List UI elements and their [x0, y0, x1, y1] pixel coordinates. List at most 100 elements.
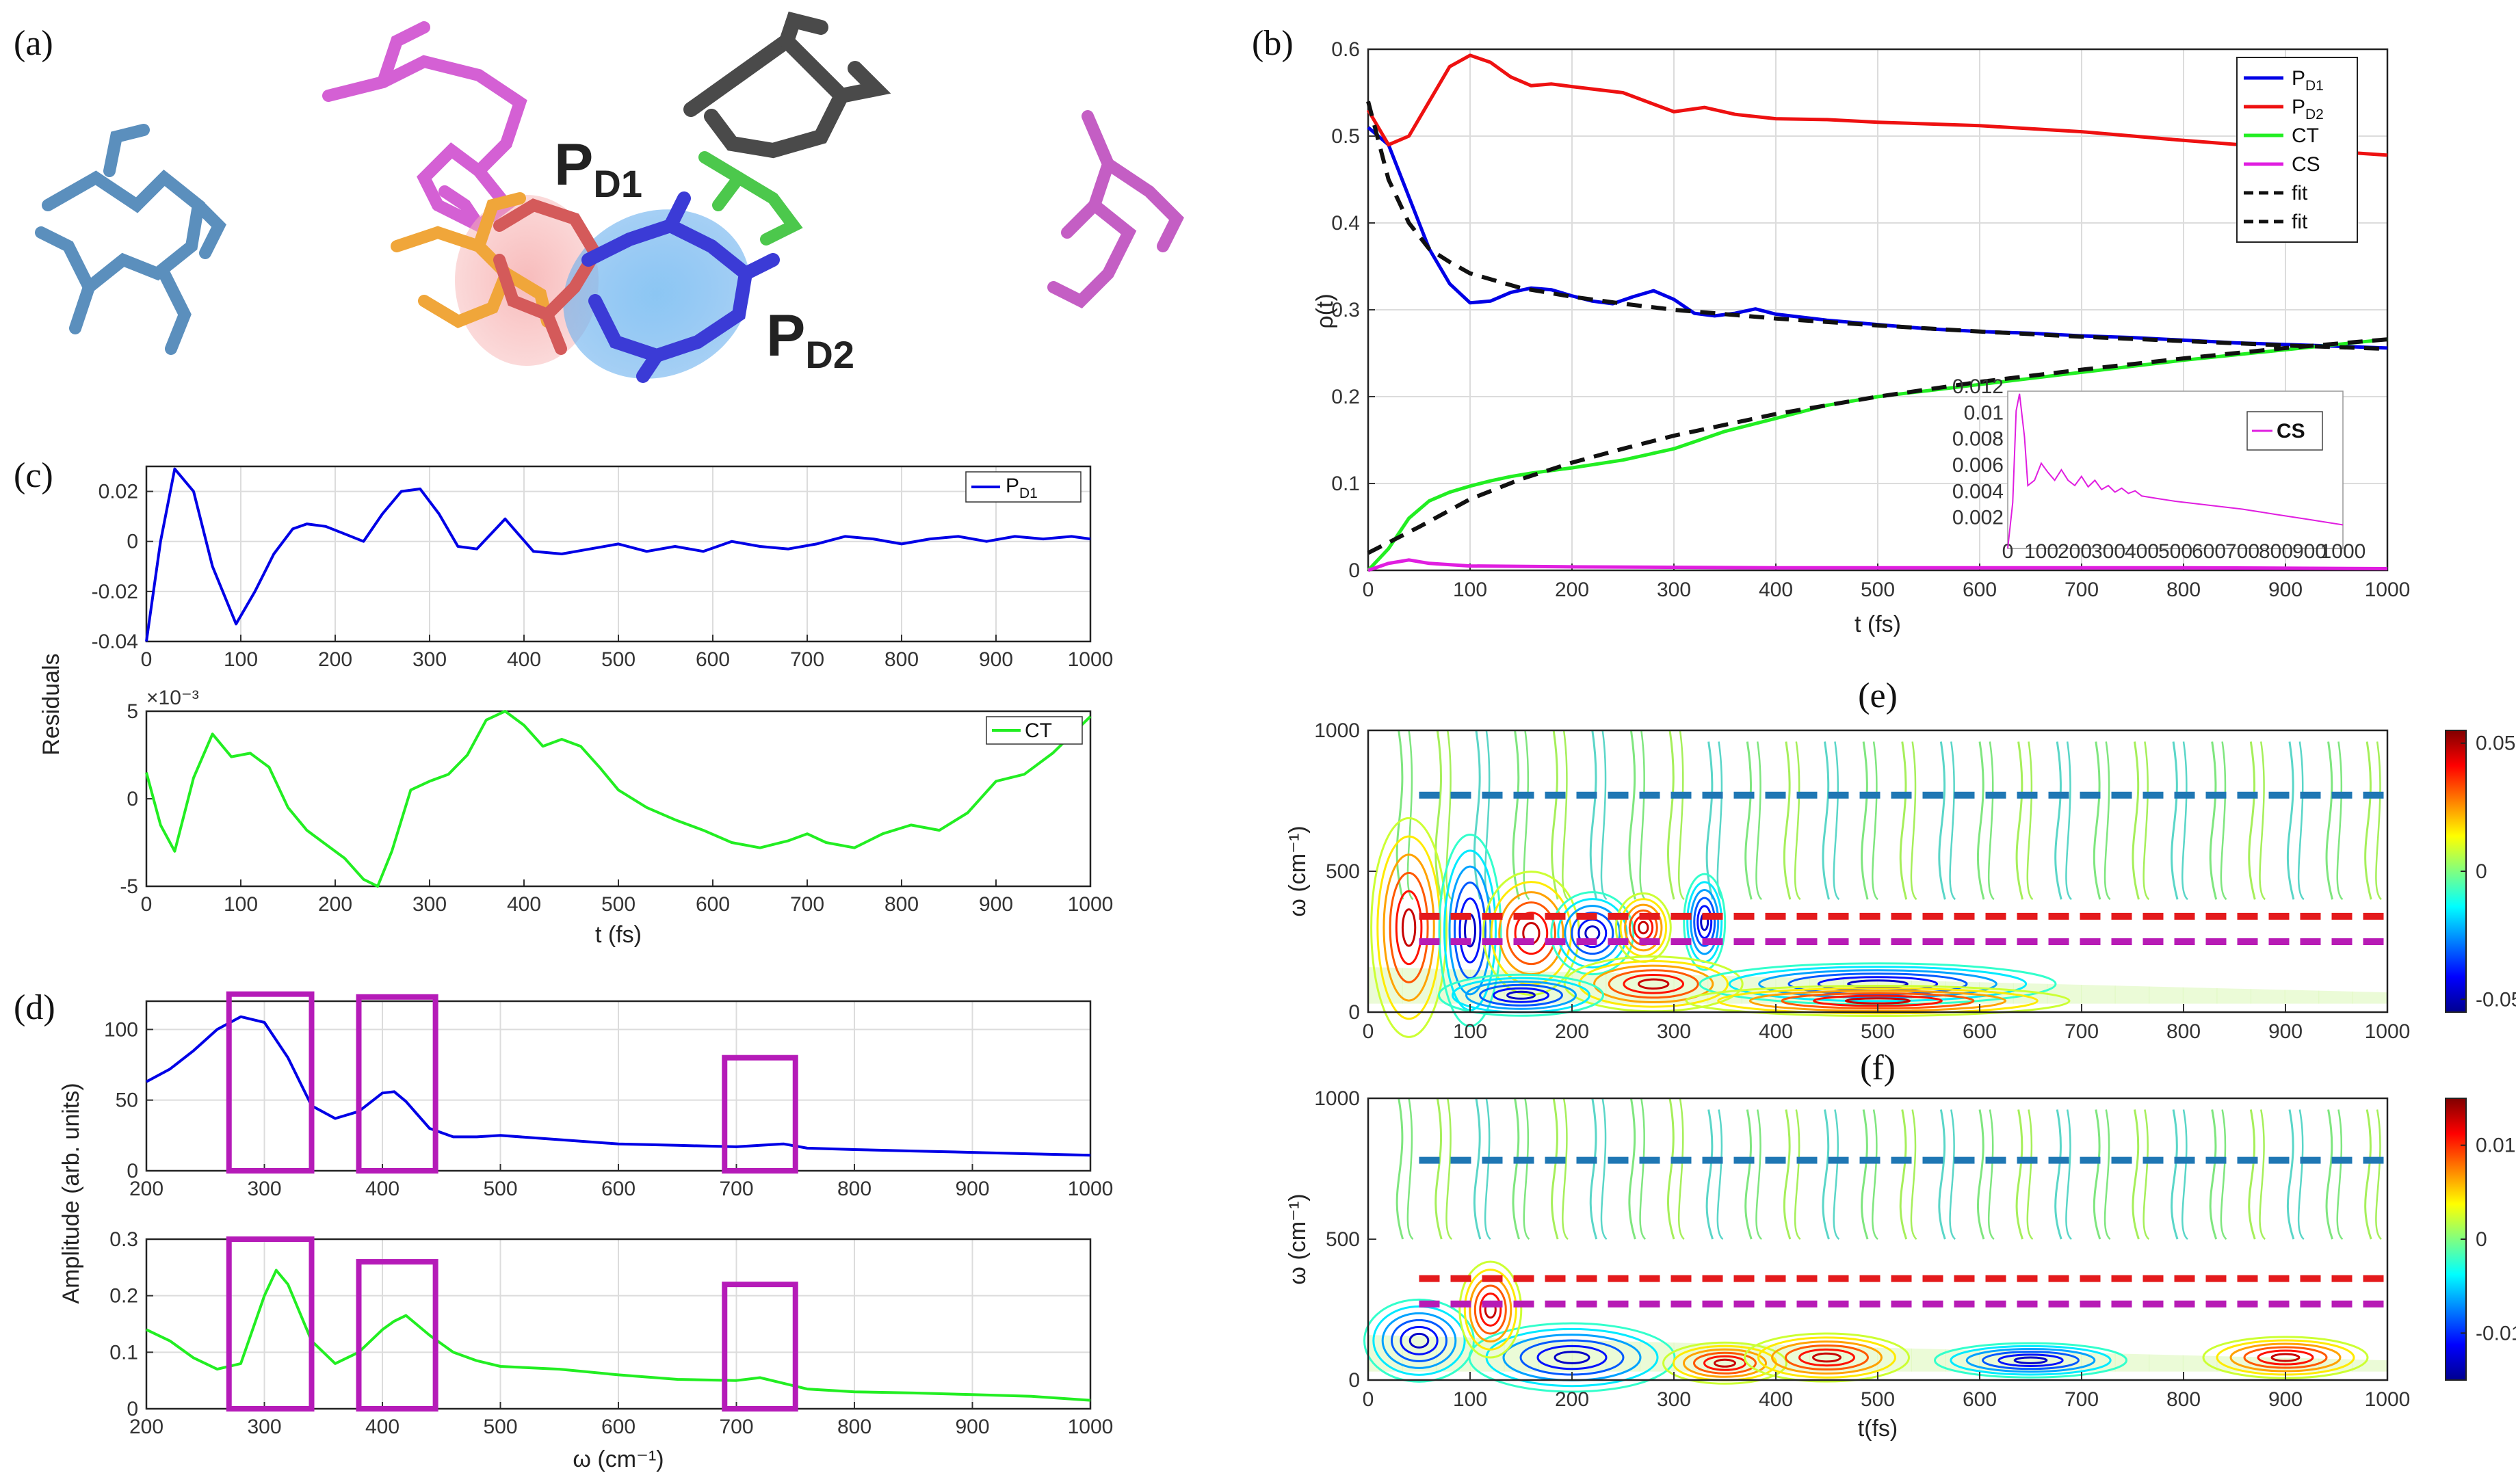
inset-y-tick: 0.012 [1952, 375, 2004, 398]
contour-line [1667, 1098, 1675, 1240]
contour-line [1987, 1109, 1995, 1240]
x-axis-label: t (fs) [595, 922, 642, 948]
contour-line [1744, 1109, 1753, 1240]
colorbar-tick-label: 0 [2476, 1228, 2487, 1251]
molecule-magenta-right [1047, 110, 1184, 308]
plot-frame [1367, 729, 2389, 1013]
contour-ring [2243, 1346, 2328, 1369]
contour-ring [1693, 897, 1716, 947]
panel-a: (a) [14, 11, 1184, 383]
x-tick-label: 100 [224, 648, 258, 671]
contour-ring [1463, 1269, 1517, 1351]
x-tick-label: 400 [507, 648, 541, 671]
contour-line [2142, 741, 2150, 901]
panel-a-label: (a) [14, 24, 53, 63]
y-tick-label: 0.2 [109, 1285, 138, 1308]
contour-line [1833, 741, 1840, 901]
legend-entry-fit: fit [2292, 182, 2308, 204]
contour-ring [1950, 1344, 2112, 1376]
contour-ring [2270, 1353, 2301, 1362]
highlight-box [722, 1282, 798, 1412]
legend-box [2236, 57, 2358, 243]
contour-line [2015, 741, 2024, 900]
contour-line [2142, 1109, 2150, 1240]
inset-x-tick: 1000 [2320, 540, 2366, 563]
x-axis-label: ω (cm⁻¹) [573, 1446, 664, 1472]
contour-band [2182, 1355, 2218, 1372]
x-tick-label: 900 [2268, 1388, 2303, 1411]
contour-line [2220, 741, 2227, 901]
chart-f: 0 100 200 300 400 500 600 700 800 900 1000 0 500 1000… [1285, 1048, 2516, 1442]
x-tick-label: 700 [790, 893, 824, 916]
contour-line [1783, 1109, 1792, 1240]
contour-line [2065, 1109, 2073, 1240]
contour-line [2181, 741, 2188, 901]
contour-band [1775, 1344, 1811, 1372]
contour-line [2181, 1109, 2188, 1240]
x-tick-label: 1000 [2365, 1020, 2411, 1043]
legend-entry-p_d1: PD1 [2292, 67, 2324, 94]
contour-line [2171, 741, 2179, 900]
contour-line [2093, 1109, 2101, 1240]
contour-line [1899, 741, 1908, 900]
contour-line [1551, 1098, 1559, 1240]
contour-ring [1401, 908, 1417, 947]
contour-ring [1536, 1344, 1608, 1370]
contour-ring [1690, 888, 1720, 955]
contour-ring [1714, 1358, 1736, 1368]
contour-line [1833, 1109, 1840, 1240]
contour-line [2259, 1109, 2266, 1240]
contour-line [1677, 730, 1685, 901]
y-tick-label: 0 [127, 1398, 138, 1420]
contour-line [1872, 741, 1878, 901]
contour-line [1589, 1098, 1598, 1240]
contour-ring [1395, 890, 1423, 966]
contour-ring [1638, 920, 1649, 935]
contour-band [2352, 1359, 2387, 1372]
y-multiplier-label: ×10⁻³ [146, 687, 199, 709]
x-tick-label: 400 [1759, 1388, 1793, 1411]
contour-ring [1608, 969, 1699, 999]
contour-line [1473, 730, 1482, 900]
inset-x-tick: 700 [2225, 540, 2259, 563]
contour-ring [1578, 959, 1729, 1008]
contour-line [2065, 741, 2073, 901]
contour-line [1639, 730, 1647, 901]
contour-ring [1383, 853, 1435, 1002]
contour-ring [1696, 905, 1713, 939]
contour-ring [1550, 891, 1635, 976]
x-axis-label: t(fs) [1858, 1416, 1898, 1442]
x-tick-label: 500 [483, 1178, 517, 1200]
contour-band [1673, 1342, 1709, 1372]
x-tick-label: 800 [2166, 1388, 2201, 1411]
contour-line [2054, 1109, 2062, 1240]
x-tick-label: 900 [979, 648, 1013, 671]
colorbar-tick-label: -0.01 [2476, 1322, 2516, 1344]
x-tick-label: 300 [247, 1178, 281, 1200]
panel-e-label: (e) [1858, 676, 1898, 715]
contour-line [2286, 741, 2295, 900]
contour-line [1677, 1098, 1685, 1240]
y-tick-label: 100 [104, 1018, 138, 1041]
x-tick-label: 800 [2166, 1020, 2201, 1043]
inset-x-tick: 0 [2002, 540, 2014, 563]
inset-x-tick: 400 [2125, 540, 2159, 563]
highlight-box [226, 1236, 315, 1412]
x-tick-label: 700 [2065, 579, 2099, 601]
contour-ring [1965, 1347, 2096, 1373]
contour-ring [1458, 897, 1482, 964]
x-tick-label: 200 [1555, 1388, 1589, 1411]
colorbar-tick-label: 0.01 [2476, 1135, 2515, 1157]
contour-line [1639, 1098, 1647, 1240]
contour-line [2248, 1109, 2256, 1240]
plot-frame [145, 1238, 1092, 1410]
contour-ring [1703, 1355, 1746, 1371]
y-tick-label: 0 [1348, 1369, 1360, 1392]
x-tick-label: 500 [1861, 1020, 1895, 1043]
colorbar-tick-label: 0.05 [2476, 732, 2515, 755]
y-tick-label: 0.1 [1331, 473, 1360, 495]
contour-ring [1438, 973, 1604, 1017]
legend-entry-pd1: PD1 [1006, 475, 1038, 501]
contour-line [2248, 741, 2256, 900]
x-tick-label: 100 [1453, 579, 1487, 601]
